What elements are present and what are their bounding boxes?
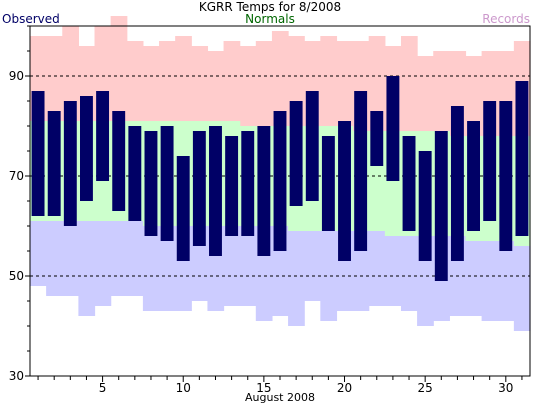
observed-bar	[192, 131, 206, 246]
record-low-band	[78, 221, 96, 316]
record-high-band	[417, 56, 434, 131]
x-tick-label: 10	[176, 381, 191, 395]
record-low-band	[94, 221, 112, 306]
record-high-band	[400, 36, 418, 131]
observed-bar	[450, 106, 464, 261]
record-high-band	[207, 51, 225, 121]
observed-bar	[80, 96, 93, 201]
observed-bar	[338, 121, 351, 261]
x-tick-label: 30	[498, 381, 513, 395]
observed-bar	[112, 111, 126, 211]
observed-bar	[63, 101, 77, 226]
observed-bar	[434, 131, 448, 281]
observed-bar	[418, 151, 432, 261]
record-low-band	[159, 226, 176, 311]
observed-series	[31, 76, 529, 281]
y-tick-label: 30	[9, 369, 24, 383]
x-tick-label: 15	[256, 381, 271, 395]
observed-bar	[47, 111, 61, 216]
observed-bar	[225, 136, 239, 236]
observed-bar	[96, 91, 110, 181]
observed-bar	[31, 91, 45, 216]
record-high-band	[142, 46, 160, 121]
observed-bar	[160, 126, 174, 241]
record-high-band	[433, 51, 450, 131]
observed-bar	[354, 91, 368, 251]
record-high-band	[159, 41, 176, 121]
observed-bar	[386, 76, 400, 181]
record-high-band	[126, 41, 144, 121]
observed-bar	[128, 126, 142, 221]
record-high-band	[336, 41, 354, 126]
record-low-band	[304, 231, 321, 301]
record-high-band	[320, 36, 338, 126]
chart-title: KGRR Temps for 8/2008	[198, 0, 342, 14]
record-high-band	[46, 36, 63, 121]
observed-bar	[483, 101, 497, 221]
record-high-band	[368, 36, 386, 131]
x-tick-label: 20	[337, 381, 352, 395]
observed-bar	[144, 131, 158, 236]
observed-bar	[467, 121, 480, 231]
record-low-band	[320, 231, 338, 321]
record-high-band	[175, 36, 192, 121]
record-low-band	[223, 226, 241, 306]
observed-bar	[499, 101, 513, 251]
y-tick-label: 70	[9, 169, 24, 183]
record-low-band	[368, 231, 386, 306]
legend-normals: Normals	[245, 12, 295, 26]
x-axis-label: August 2008	[245, 391, 315, 404]
observed-bar	[402, 136, 416, 231]
x-tick-label: 25	[418, 381, 433, 395]
record-high-band	[110, 16, 128, 121]
x-tick-label: 5	[99, 381, 107, 395]
record-high-band	[271, 31, 289, 126]
observed-bar	[289, 101, 303, 206]
record-low-band	[400, 236, 418, 311]
observed-bar	[515, 81, 529, 236]
record-high-band	[223, 41, 241, 121]
record-high-band	[239, 46, 257, 126]
observed-bar	[241, 131, 255, 236]
observed-bar	[273, 111, 287, 251]
observed-bar	[257, 126, 271, 256]
record-high-band	[62, 26, 79, 121]
record-low-band	[46, 221, 63, 296]
record-low-band	[142, 226, 160, 311]
record-low-band	[30, 221, 47, 286]
record-low-band	[513, 246, 531, 331]
axes: 5 10 15 20 25 30 30 50 70 90	[9, 25, 531, 395]
record-low-band	[239, 226, 257, 306]
record-high-band	[191, 46, 209, 121]
record-low-band	[62, 221, 79, 296]
record-high-band	[255, 41, 273, 126]
observed-bar	[321, 136, 335, 231]
record-low-band	[497, 241, 515, 321]
observed-bar	[209, 126, 222, 256]
record-low-band	[465, 241, 483, 316]
record-low-band	[126, 221, 144, 296]
observed-bar	[370, 111, 384, 166]
record-low-band	[288, 231, 305, 326]
record-low-band	[110, 221, 128, 296]
y-tick-label: 90	[9, 69, 24, 83]
legend-records: Records	[482, 12, 530, 26]
record-low-band	[384, 236, 402, 306]
observed-bar	[176, 156, 190, 261]
y-tick-label: 50	[9, 269, 24, 283]
record-low-band	[481, 241, 499, 321]
legend-observed: Observed	[2, 12, 60, 26]
observed-bar	[305, 91, 319, 201]
